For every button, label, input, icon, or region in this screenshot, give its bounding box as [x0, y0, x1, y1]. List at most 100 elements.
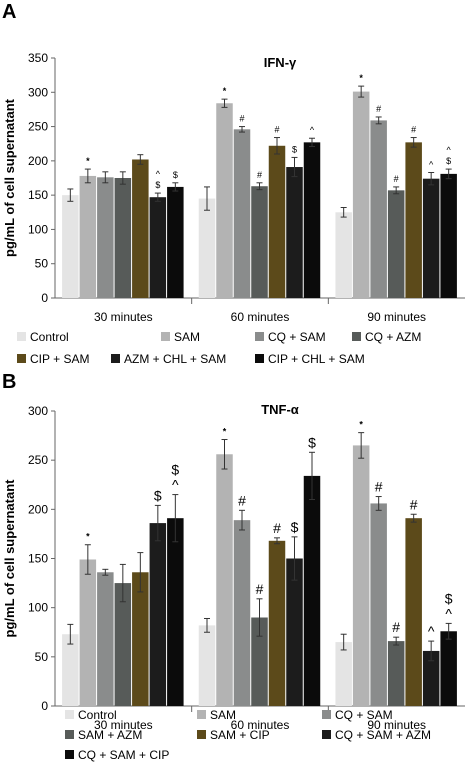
panel-a-y-tick-label: 200 [28, 154, 48, 168]
panel-b-legend-swatch [197, 730, 206, 739]
panel-b-significance-label: # [392, 619, 400, 635]
panel-a-title: IFN-γ [264, 55, 297, 70]
panel-b-y-tick-label: 150 [28, 552, 48, 566]
panel-b-significance-label: $ [445, 590, 453, 606]
panel-b-y-tick-label: 300 [28, 404, 48, 418]
panel-b-bar [303, 475, 321, 706]
panel-b-x-tick-label: 90 minutes [367, 718, 426, 732]
panel-b-significance-label: # [375, 479, 383, 495]
panel-a-bar [335, 212, 352, 298]
panel-a-significance-label: $ [292, 144, 297, 154]
panel-a-bar [149, 197, 167, 298]
panel-a-significance-label: $ [446, 156, 451, 166]
panel-b-bar [97, 572, 114, 706]
panel-a-legend-swatch [17, 332, 26, 341]
panel-b-bar [440, 631, 457, 706]
panel-b-x-tick-label: 60 minutes [231, 718, 290, 732]
panel-a-significance-label: ^ [429, 160, 434, 170]
panel-a-legend-label: Control [30, 330, 69, 344]
panel-a-significance-label: # [376, 104, 381, 114]
panel-b-bar [370, 503, 387, 706]
panel-b-significance-label: * [223, 427, 227, 437]
panel-a-bar [79, 175, 97, 298]
panel-a-letter: A [2, 1, 16, 23]
panel-a-significance-label: $ [173, 170, 178, 180]
panel-a-significance-label: * [359, 73, 363, 83]
panel-a-y-tick-label: 300 [28, 85, 48, 99]
panel-a-legend-label: AZM + CHL + SAM [124, 352, 226, 366]
panel-b-legend-swatch [65, 710, 74, 719]
panel-a-bar [62, 195, 79, 298]
panel-a-legend-swatch [255, 354, 264, 363]
panel-b-y-tick-label: 50 [35, 650, 49, 664]
panel-b-bar [167, 518, 184, 706]
panel-a-significance-label: $ [155, 180, 160, 190]
panel-a-bar [97, 177, 114, 298]
panel-b-y-tick-label: 250 [28, 453, 48, 467]
panel-a-significance-label: # [394, 174, 399, 184]
panel-a-legend-label: CQ + SAM [268, 330, 326, 344]
panel-a-y-tick-label: 0 [41, 291, 48, 305]
panel-a-significance-label: # [411, 125, 416, 135]
panel-b-bar [79, 559, 97, 706]
panel-b-significance-label: ^ [445, 605, 452, 621]
panel-b-bar [405, 518, 422, 706]
panel-b-bar [422, 650, 440, 706]
panel-a-legend-label: SAM [174, 330, 200, 344]
panel-b-significance-label: * [359, 420, 363, 430]
panel-a-legend-swatch [17, 354, 26, 363]
panel-b-significance-label: $ [308, 434, 316, 450]
panel-b-x-tick-label: 30 minutes [94, 718, 153, 732]
panel-b-bar [286, 558, 303, 706]
panel-a-bar [251, 186, 268, 298]
panel-b-bar [352, 445, 370, 706]
panel-a-y-axis-label: pg/mL of cell supernatant [2, 98, 17, 257]
panel-a-significance-label: # [239, 114, 244, 124]
panel-b-bar [216, 454, 233, 706]
panel-b-legend-swatch [65, 750, 74, 759]
panel-a-y-tick-label: 150 [28, 188, 48, 202]
panel-b-title: TNF-α [261, 402, 299, 417]
panel-a-significance-label: * [86, 156, 90, 166]
panel-b-legend-swatch [322, 710, 331, 719]
panel-b-y-tick-label: 100 [28, 601, 48, 615]
panel-a-y-tick-label: 100 [28, 222, 48, 236]
panel-b-legend-label: CQ + SAM + AZM [335, 728, 431, 742]
panel-a-significance-label: ^ [156, 169, 161, 179]
panel-a-x-tick-label: 60 minutes [231, 310, 290, 324]
panel-b-legend-swatch [65, 730, 74, 739]
panel-a-bar [303, 142, 321, 298]
panel-a-y-tick-label: 50 [35, 257, 49, 271]
panel-b-bar [149, 523, 167, 706]
panel-b-bar [268, 540, 286, 706]
panel-b-bar [62, 634, 79, 706]
panel-b-significance-label: # [410, 496, 418, 512]
panel-a-bar [114, 178, 132, 298]
panel-a-bar [233, 129, 251, 298]
panel-b-legend-label: SAM [210, 708, 236, 722]
panel-a-legend-swatch [352, 332, 361, 341]
panel-b-legend-label: SAM + AZM [78, 728, 142, 742]
panel-b-legend-label: CQ + SAM [335, 708, 393, 722]
panel-a-significance-label: # [257, 170, 262, 180]
panel-b-y-axis-label: pg/mL of cell supernatant [2, 479, 17, 638]
panel-b-significance-label: $ [291, 519, 299, 535]
panel-a-legend-swatch [111, 354, 120, 363]
panel-a-bar [198, 198, 216, 298]
panel-a-bar [352, 91, 370, 298]
panel-a-legend-label: CQ + AZM [365, 330, 421, 344]
panel-a-bar [167, 186, 184, 298]
panel-b-bar [132, 572, 149, 706]
panel-b-bar [114, 583, 132, 706]
panel-a-y-tick-label: 350 [28, 51, 48, 65]
panel-b-significance-label: # [273, 520, 281, 536]
panel-b-significance-label: ^ [428, 623, 435, 639]
panel-b-legend-swatch [322, 730, 331, 739]
panel-a-bar [405, 142, 422, 298]
panel-b-significance-label: $ [171, 462, 179, 478]
panel-a-bar [132, 159, 149, 298]
panel-a-significance-label: * [223, 86, 227, 96]
panel-a-bar [286, 167, 303, 298]
panel-a-legend-swatch [255, 332, 264, 341]
panel-b-letter: B [2, 371, 16, 393]
